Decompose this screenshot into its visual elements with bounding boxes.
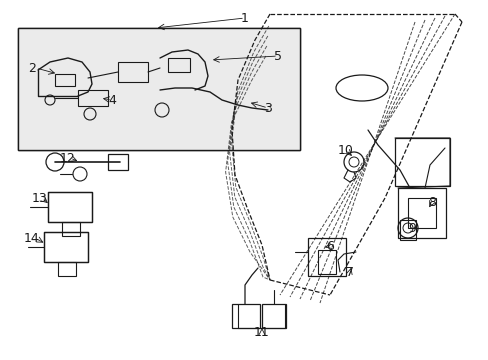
Bar — [407, 198, 435, 228]
Text: 6: 6 — [325, 239, 333, 252]
Text: 14: 14 — [24, 231, 40, 244]
Bar — [394, 138, 449, 186]
Text: 10: 10 — [337, 144, 353, 157]
Bar — [78, 90, 108, 106]
Bar — [18, 28, 299, 150]
Text: 9: 9 — [407, 221, 415, 234]
Text: 3: 3 — [264, 102, 271, 114]
Bar — [48, 192, 92, 222]
Text: 7: 7 — [346, 266, 353, 279]
Bar — [397, 188, 445, 238]
Text: 4: 4 — [108, 94, 116, 107]
Bar — [18, 28, 299, 150]
Text: 8: 8 — [427, 195, 435, 208]
Bar — [44, 232, 88, 262]
Bar — [168, 58, 190, 72]
Bar — [108, 154, 128, 170]
Bar — [307, 238, 346, 276]
Text: 1: 1 — [241, 12, 248, 24]
Bar — [317, 250, 335, 274]
Bar — [58, 262, 76, 276]
Text: 5: 5 — [273, 50, 282, 63]
Bar — [231, 304, 260, 328]
Bar — [399, 220, 415, 240]
Bar — [262, 304, 285, 328]
Bar — [55, 74, 75, 86]
Text: 2: 2 — [28, 62, 36, 75]
Text: 12: 12 — [60, 152, 76, 165]
Bar — [18, 28, 299, 150]
Text: 13: 13 — [32, 192, 48, 204]
Bar — [62, 222, 80, 236]
Text: 11: 11 — [254, 325, 269, 338]
Bar — [118, 62, 148, 82]
